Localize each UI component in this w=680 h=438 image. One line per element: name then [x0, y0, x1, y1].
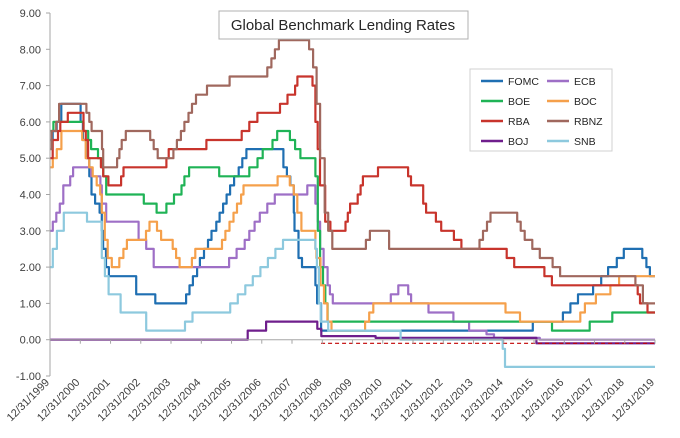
y-tick-label: 7.00 [20, 81, 41, 93]
legend-label-fomc: FOMC [508, 76, 539, 88]
y-tick-label: 8.00 [20, 44, 41, 56]
y-tick-label: 3.00 [20, 226, 41, 238]
y-tick-label: 2.00 [20, 262, 41, 274]
legend-frame [469, 68, 613, 152]
legend-label-boe: BOE [508, 96, 530, 108]
y-axis: -1.00 0.00 1.00 2.00 3.00 4.00 5.00 6.00 7.00 8.0… [16, 8, 51, 383]
series-line-ecb [50, 166, 655, 341]
legend-label-rbnz: RBNZ [574, 116, 603, 128]
chart-title: Global Benchmark Lending Rates [231, 17, 455, 34]
legend: FOMC ECB BOE BOC RBA RBNZ BOJ SNB [469, 68, 613, 152]
chart-title-frame [218, 10, 469, 40]
x-axis: 12/31/199912/31/200012/31/200112/31/2002… [5, 339, 657, 424]
legend-label-snb: SNB [574, 136, 596, 148]
y-tick-label: 4.00 [20, 190, 41, 202]
series-line-boe [50, 120, 655, 332]
chart-title-box: Global Benchmark Lending Rates [218, 10, 469, 40]
series-line-fomc [50, 102, 655, 332]
series-line-rbnz [50, 39, 655, 305]
y-tick-label: 9.00 [20, 8, 41, 20]
legend-label-ecb: ECB [574, 76, 596, 88]
y-tick-label: -1.00 [16, 371, 41, 383]
legend-label-rba: RBA [508, 116, 530, 128]
y-tick-label: 5.00 [20, 153, 41, 165]
legend-label-boc: BOC [574, 96, 597, 108]
series-line-boc [50, 129, 655, 332]
plot-lines [50, 39, 655, 368]
legend-label-boj: BOJ [508, 136, 528, 148]
y-tick-label: 1.00 [20, 298, 41, 310]
y-tick-label: 0.00 [20, 335, 41, 347]
series-line-snb [50, 211, 655, 368]
y-tick-label: 6.00 [20, 117, 41, 129]
series-line-boj [50, 320, 655, 345]
